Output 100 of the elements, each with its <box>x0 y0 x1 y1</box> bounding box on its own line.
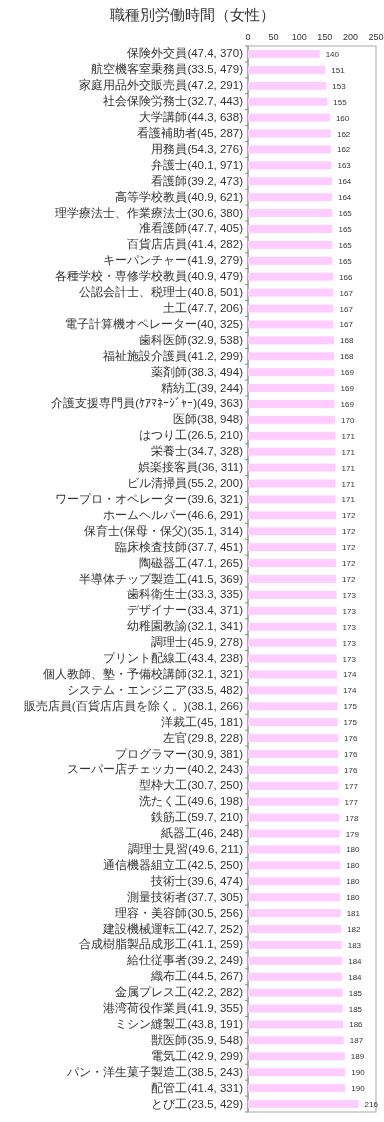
data-label: 176 <box>344 765 359 775</box>
y-tick-label: 技術士(39.6, 474) <box>150 874 244 887</box>
bar <box>248 702 338 711</box>
bar <box>248 384 335 393</box>
y-tick-label: 左官(29.8, 228) <box>163 730 244 744</box>
data-label: 172 <box>342 575 356 584</box>
y-tick-label: 精紡工(39, 244) <box>160 381 244 394</box>
y-tick-label: 准看護師(47.7, 405) <box>139 222 244 235</box>
bar <box>248 304 334 313</box>
y-tick-label: 鉄筋工(59.7, 210) <box>151 811 244 824</box>
y-tick-label: 看護師(39.2, 473) <box>151 174 244 187</box>
bar <box>248 431 336 440</box>
bar <box>248 893 341 902</box>
bar <box>248 511 337 520</box>
data-label: 162 <box>336 145 351 155</box>
data-label: 160 <box>335 113 350 123</box>
bar <box>248 463 336 472</box>
y-tick-label: 型枠大工(30.7, 250) <box>139 779 244 792</box>
data-label: 189 <box>350 1052 365 1062</box>
bar <box>248 479 336 488</box>
data-label: 171 <box>341 431 356 441</box>
data-label: 171 <box>341 463 356 473</box>
data-label: 171 <box>341 495 356 505</box>
y-tick-label: 幼稚園教諭(32.1, 341) <box>127 620 244 633</box>
data-label: 187 <box>349 1036 364 1046</box>
y-tick-label: キーパンチャー(41.9, 279) <box>103 254 244 267</box>
data-label: 175 <box>343 702 358 712</box>
y-tick-label: 医師(38, 948) <box>172 413 244 426</box>
y-tick-label: 半導体チップ製造工(41.5, 369) <box>79 571 244 585</box>
data-label: 165 <box>338 240 353 250</box>
y-tick-label: 臨床検査技師(37.7, 451) <box>115 539 244 553</box>
chart-title: 職種別労働時間（女性） <box>109 6 275 23</box>
bar <box>248 447 336 456</box>
y-tick-label: 洋裁工(45, 181) <box>160 715 244 728</box>
y-tick-label: はつり工(26.5, 210) <box>139 429 244 442</box>
bar <box>248 765 339 774</box>
y-tick-label: 保育士(保母・保父)(35.1, 314) <box>83 523 244 537</box>
data-label: 165 <box>338 224 353 234</box>
y-tick-label: 歯科医師(32.9, 538) <box>139 333 244 346</box>
data-label: 175 <box>343 718 358 728</box>
y-tick-label: システム・エンジニア(33.5, 482) <box>67 683 244 696</box>
data-label: 168 <box>340 352 354 362</box>
data-label: 172 <box>342 527 356 537</box>
bar <box>248 877 341 886</box>
data-label: 174 <box>343 686 357 696</box>
bar <box>248 638 337 647</box>
y-tick-label: ミシン縫製工(43.8, 191) <box>115 1017 244 1030</box>
y-tick-label: とび工(23.5, 429) <box>151 1097 244 1110</box>
bar <box>248 781 339 790</box>
y-tick-label: 社会保険労務士(32.7, 443) <box>103 95 244 108</box>
bar <box>248 686 338 695</box>
bar <box>248 256 333 265</box>
data-label: 171 <box>341 447 356 457</box>
data-label: 177 <box>344 797 359 807</box>
data-label: 184 <box>348 956 363 966</box>
y-tick-label: 歯科衛生士(33.3, 335) <box>127 588 244 601</box>
data-label: 173 <box>342 606 357 616</box>
bar <box>248 622 337 631</box>
bar <box>248 988 343 997</box>
y-tick-label: 弁護士(40.1, 971) <box>151 158 244 171</box>
bar <box>248 861 341 870</box>
y-tick-label: ホームヘルパー(46.6, 291) <box>103 508 244 521</box>
y-tick-label: 個人教師、塾・予備校講師(32.1, 321) <box>43 666 244 680</box>
data-label: 172 <box>342 559 356 569</box>
bar <box>248 925 342 934</box>
data-label: 169 <box>340 368 355 378</box>
bar <box>248 797 339 806</box>
bar <box>248 240 333 249</box>
y-tick-label: 電気工(42.9, 299) <box>151 1049 244 1062</box>
x-tick-label: 100 <box>291 32 307 42</box>
data-label: 185 <box>348 988 363 998</box>
bar <box>248 527 337 536</box>
data-label: 173 <box>342 590 357 600</box>
y-tick-label: 高等学校教員(40.9, 621) <box>115 189 244 203</box>
y-tick-label: 保険外交員(47.4, 370) <box>127 46 244 60</box>
data-label: 180 <box>346 893 361 903</box>
y-tick-label: 獣医師(35.9, 548) <box>151 1032 244 1046</box>
bar <box>248 829 340 838</box>
data-label: 151 <box>331 65 346 75</box>
data-label: 164 <box>337 193 352 203</box>
y-tick-label: 娯楽接客員(36, 311) <box>137 460 244 474</box>
y-tick-label: 販売店員(百貨店店員を除く。)(38.1, 266) <box>23 698 244 713</box>
y-tick-label: 用務員(54.3, 276) <box>151 142 244 155</box>
y-tick-label: 合成樹脂製品成形工(41.1, 259) <box>79 938 244 951</box>
data-label: 174 <box>343 670 357 680</box>
bar <box>248 400 335 408</box>
bar <box>248 161 332 170</box>
bar <box>248 734 339 743</box>
bar <box>248 1068 346 1077</box>
bar <box>248 575 337 583</box>
data-label: 182 <box>347 925 362 935</box>
bar <box>248 145 331 154</box>
y-tick-label: 看護補助者(45, 287) <box>136 127 244 140</box>
y-tick-label: 織布工(44.5, 267) <box>150 970 244 983</box>
bar <box>248 65 326 74</box>
bar <box>248 224 333 233</box>
data-label: 173 <box>342 654 357 664</box>
y-tick-label: 大学講師(44.3, 638) <box>139 111 244 124</box>
data-label: 155 <box>333 97 348 107</box>
bar <box>248 909 341 918</box>
